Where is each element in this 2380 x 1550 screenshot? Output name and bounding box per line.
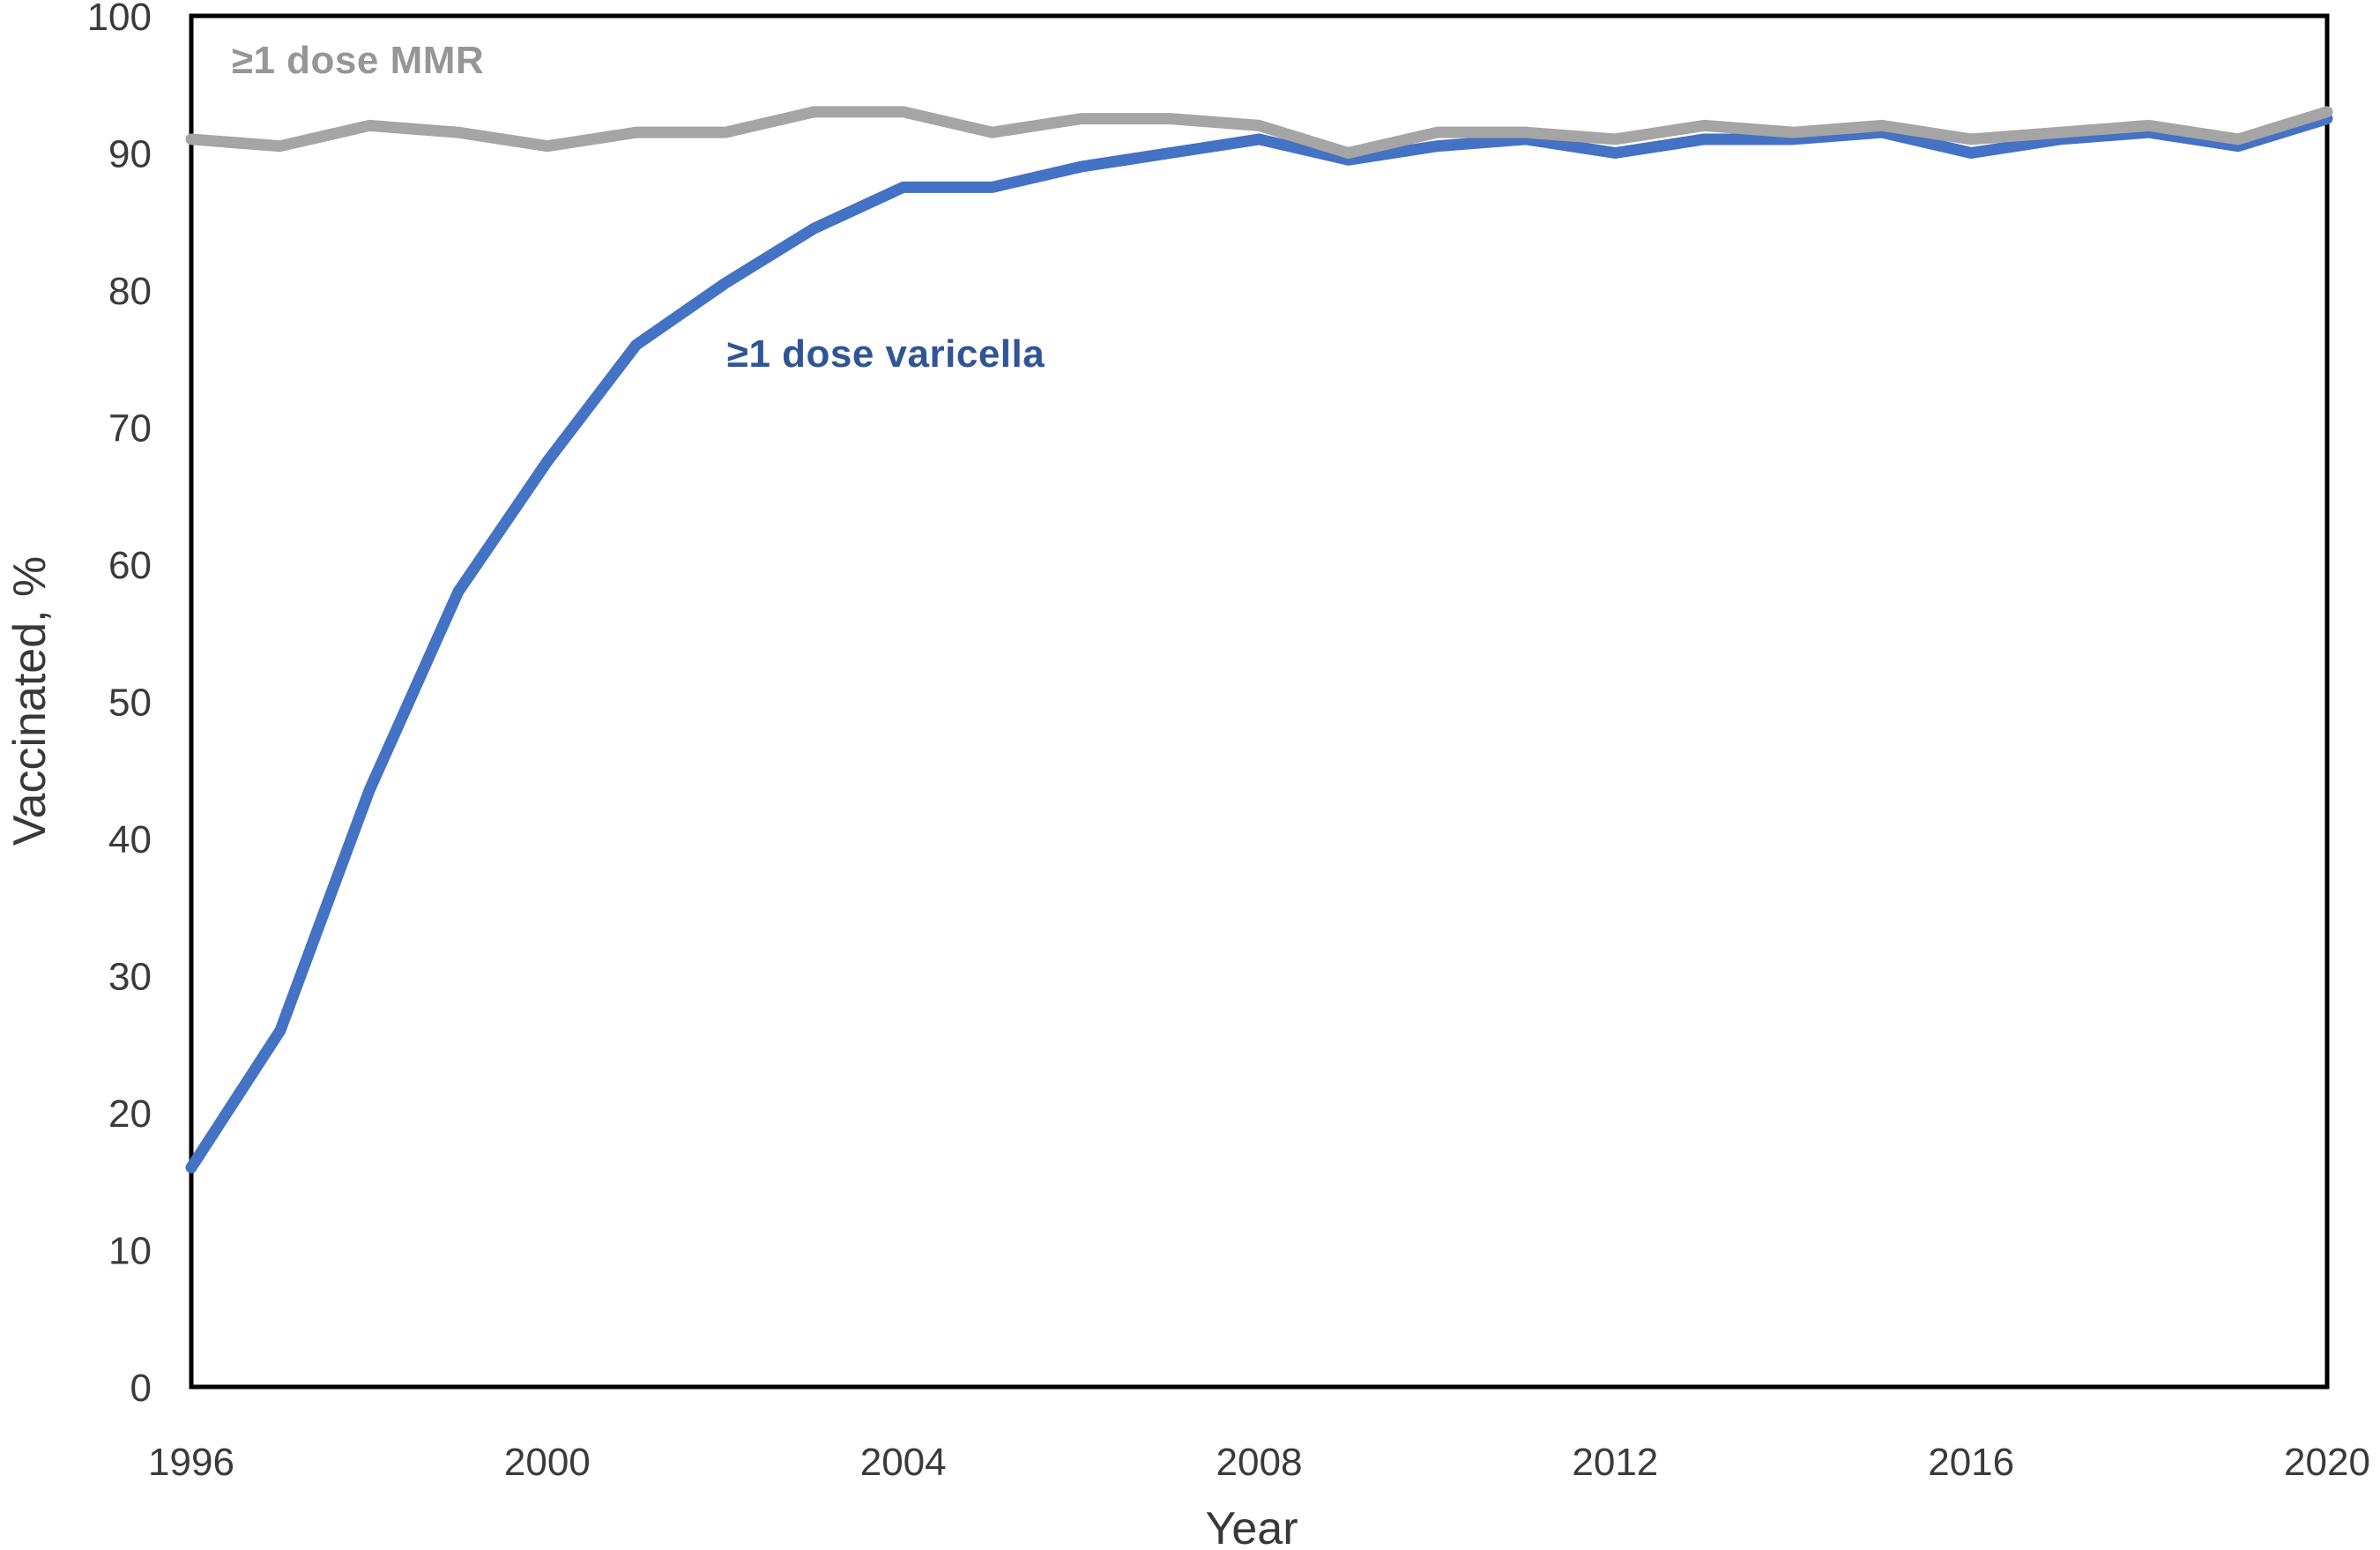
- x-tick-label: 2004: [860, 1441, 947, 1484]
- y-tick-label: 0: [130, 1367, 152, 1410]
- y-tick-label: 80: [108, 270, 152, 313]
- x-tick-label: 2000: [504, 1441, 591, 1484]
- varicella-series-label: ≥1 dose varicella: [726, 332, 1045, 376]
- y-axis-title: Vaccinated, %: [4, 555, 56, 846]
- varicella-line: [185, 113, 2333, 1174]
- x-axis-title: Year: [1205, 1503, 1298, 1550]
- x-tick-label: 1996: [148, 1441, 234, 1484]
- mmr-line: [185, 106, 2333, 159]
- y-tick-label: 70: [108, 407, 152, 451]
- plot-border: [189, 13, 2330, 1390]
- x-tick-label: 2016: [1928, 1441, 2014, 1484]
- y-tick-label: 90: [108, 133, 152, 176]
- y-tick-label: 50: [108, 682, 152, 725]
- y-tick-label: 40: [108, 818, 152, 861]
- y-tick-label: 100: [87, 0, 152, 39]
- y-tick-label: 30: [108, 956, 152, 999]
- x-tick-label: 2012: [1572, 1441, 1658, 1484]
- x-tick-label: 2008: [1216, 1441, 1303, 1484]
- y-tick-label: 60: [108, 544, 152, 587]
- x-tick-label: 2020: [2284, 1441, 2370, 1484]
- y-tick-label: 10: [108, 1230, 152, 1273]
- y-tick-label: 20: [108, 1092, 152, 1136]
- mmr-series-label: ≥1 dose MMR: [231, 39, 485, 82]
